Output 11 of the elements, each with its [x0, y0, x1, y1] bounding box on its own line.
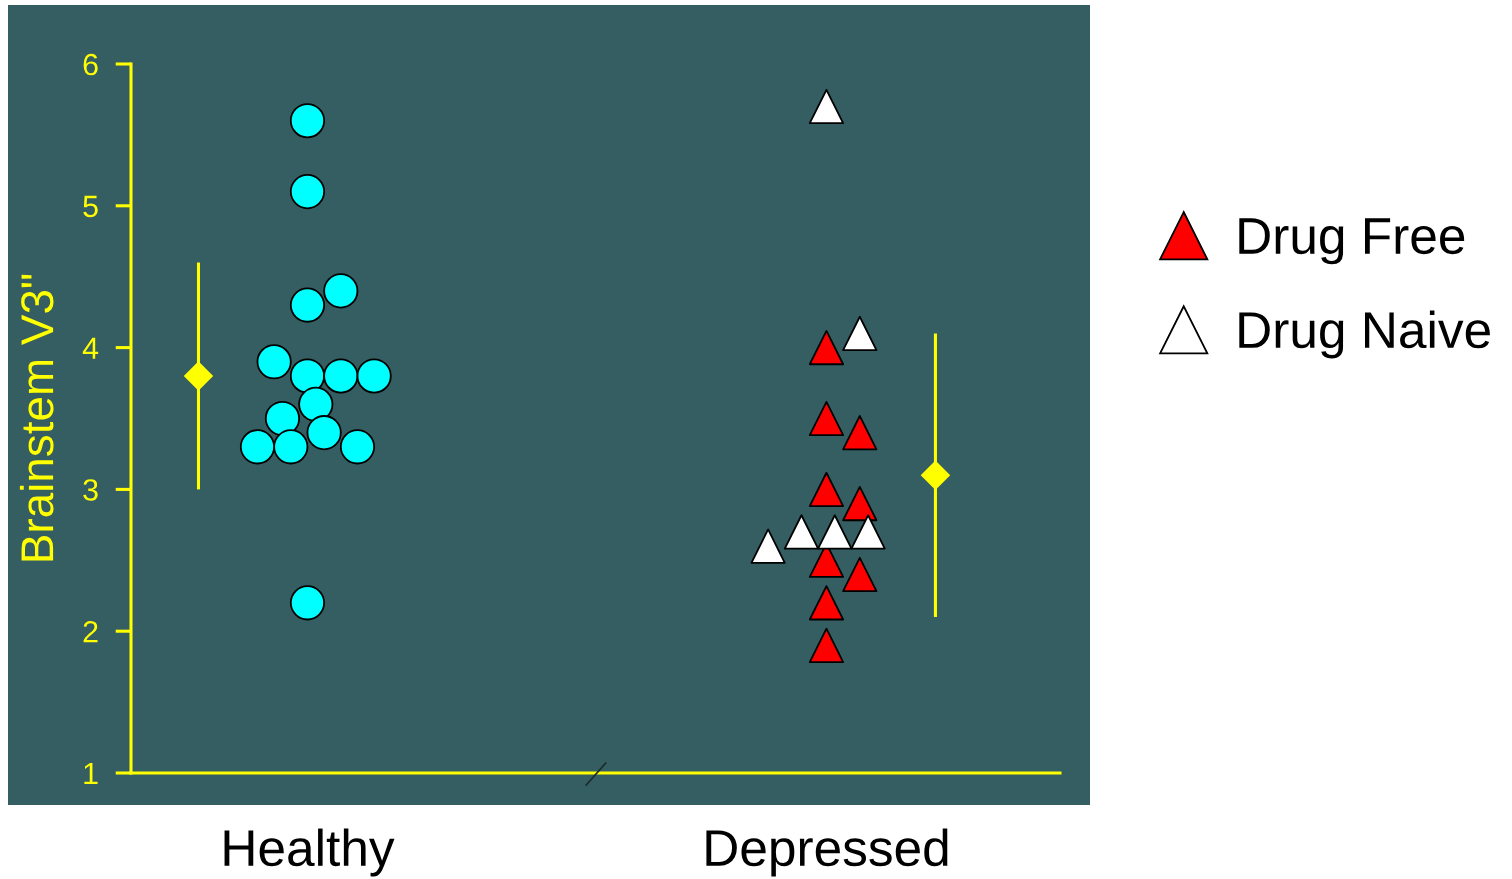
legend-label: Drug Free	[1239, 218, 1465, 265]
y-tick-label: 5	[83, 195, 98, 218]
y-tick-label: 3	[83, 479, 98, 501]
y-tick-label: 6	[83, 53, 98, 76]
x-tick-label: Depressed	[706, 828, 948, 877]
x-tick-label: Healthy	[224, 828, 395, 877]
y-tick-label: 4	[82, 337, 99, 359]
y-tick-label: 2	[83, 620, 98, 643]
y-tick-label: 1	[84, 763, 98, 785]
legend-label: Drug Naive	[1239, 310, 1490, 359]
y-axis-title: Brainstem V3"	[19, 274, 54, 561]
